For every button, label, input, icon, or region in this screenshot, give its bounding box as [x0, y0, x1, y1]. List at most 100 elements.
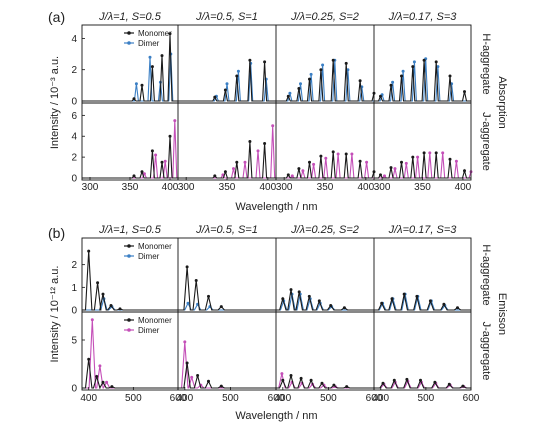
x-tick-b-c1-2: 600: [268, 393, 285, 404]
dimer-point-a-r1-c0-1: [154, 153, 158, 157]
dimer-point-a-r1-c1-1: [232, 167, 235, 171]
monomer-point-b-r1-c2-1: [289, 374, 293, 377]
monomer-point-b-r1-c2-6: [345, 385, 349, 389]
dimer-point-a-r1-c2-3: [324, 156, 328, 160]
monomer-point-a-r1-c0-2: [150, 149, 154, 153]
dimer-point-b-r1-c1-1: [190, 375, 194, 379]
monomer-point-a-r1-c3-6: [448, 157, 452, 161]
panel-label-a: (a): [48, 9, 65, 25]
monomer-point-a-r1-c0-1: [140, 170, 144, 174]
dimer-point-a-r0-c2-1: [299, 82, 302, 86]
monomer-point-a-r1-c1-1: [223, 170, 227, 174]
monomer-point-b-r1-c3-6: [461, 384, 465, 388]
right-label-a: Absorption: [496, 76, 508, 129]
y-tick-b-r1-1: 5: [71, 336, 77, 347]
x-tick-a-c1-1: 350: [219, 182, 236, 193]
dimer-point-b-r1-c2-0: [280, 372, 284, 376]
monomer-point-a-r1-c3-7: [463, 169, 466, 173]
x-tick-b-c3-1: 500: [418, 393, 435, 404]
monomer-point-a-r0-c2-4: [331, 58, 335, 62]
x-tick-b-c2-1: 500: [320, 393, 337, 404]
dimer-point-a-r0-c1-1: [225, 82, 229, 86]
monomer-point-b-r0-c2-3: [307, 294, 311, 298]
monomer-point-b-r1-c2-4: [320, 381, 324, 385]
monomer-point-a-r0-c3-0: [379, 94, 382, 98]
monomer-point-b-r1-c0-3: [110, 385, 114, 389]
dimer-point-a-r1-c3-4: [428, 151, 432, 155]
monomer-point-b-r0-c3-4: [428, 299, 432, 303]
monomer-point-a-r1-c1-0: [213, 174, 217, 178]
monomer-series-b-r1-c1: [178, 362, 276, 389]
x-tick-b-c2-2: 600: [366, 393, 383, 404]
x-tick-b-c1-1: 500: [222, 393, 239, 404]
x-tick-a-c2-0: 300: [276, 182, 293, 193]
column-title-a-1: J/λ=0.5, S=1: [195, 11, 258, 23]
monomer-point-a-r1-c3-1: [389, 166, 393, 170]
panel-frame-a: [81, 24, 472, 181]
monomer-point-a-r0-c2-5: [344, 61, 348, 65]
panel-label-b: (b): [48, 225, 65, 241]
monomer-point-b-r1-c3-5: [447, 382, 451, 386]
y-tick-b-r0-1: 1: [71, 283, 77, 294]
monomer-point-b-r0-c3-6: [456, 306, 459, 310]
monomer-point-b-r1-c2-5: [332, 383, 336, 387]
dimer-series-a-r1-c0: [82, 120, 178, 179]
dimer-point-b-r1-c0-2: [105, 380, 109, 384]
column-title-a-2: J/λ=0.25, S=2: [290, 11, 359, 23]
monomer-point-a-r0-c0-3: [160, 54, 164, 58]
legend-label-b-1-0: Monomer: [138, 316, 172, 325]
x-axis-title-b: Wavelength / nm: [235, 410, 317, 422]
dimer-point-a-r0-c2-0: [288, 91, 292, 95]
legend-marker-b-0-1: [127, 254, 131, 258]
dimer-point-a-r1-c2-4: [336, 152, 340, 156]
monomer-point-a-r1-c2-5: [344, 152, 348, 156]
monomer-point-a-r0-c0-0: [132, 97, 136, 101]
column-title-b-3: J/λ=0.17, S=3: [388, 224, 458, 236]
dimer-point-a-r1-c0-3: [173, 119, 177, 123]
column-title-b-0: J/λ=1, S=0.5: [98, 224, 162, 236]
monomer-point-a-r1-c2-3: [319, 154, 323, 158]
monomer-point-b-r0-c2-5: [329, 304, 333, 307]
monomer-series-a-r0-c1: [178, 60, 276, 102]
monomer-series-a-r1-c1: [178, 141, 276, 179]
monomer-point-a-r0-c2-2: [308, 77, 311, 81]
monomer-point-b-r1-c3-3: [419, 378, 422, 382]
legend-marker-b-1-1: [127, 328, 131, 332]
monomer-point-a-r0-c2-6: [358, 79, 362, 83]
dimer-point-a-r0-c0-0: [134, 82, 138, 86]
monomer-point-a-r0-c2-0: [286, 94, 290, 98]
row-label-b-0: H-aggregate: [480, 244, 492, 305]
dimer-series-a-r0-c1: [178, 63, 276, 102]
dimer-point-a-r0-c1-2: [236, 69, 240, 73]
monomer-point-a-r0-c3-2: [400, 74, 403, 78]
legend-marker-a-0-1: [127, 41, 131, 45]
monomer-point-b-r1-c1-2: [207, 379, 210, 383]
monomer-point-a-r1-c2-4: [331, 150, 335, 154]
y-tick-b-r0-2: 2: [71, 260, 77, 271]
dimer-point-a-r1-c2-2: [312, 162, 316, 166]
monomer-point-a-r1-c2-1: [297, 167, 301, 171]
column-title-a-3: J/λ=0.17, S=3: [388, 11, 458, 23]
row-label-a-1: J-aggregate: [480, 112, 492, 171]
column-title-b-2: J/λ=0.25, S=2: [290, 224, 359, 236]
monomer-point-a-r0-c1-3: [248, 58, 252, 62]
dimer-point-a-r0-c3-5: [436, 65, 440, 69]
dimer-point-a-r0-c0-1: [148, 55, 152, 59]
monomer-point-a-r0-c1-2: [235, 74, 239, 78]
column-title-a-0: J/λ=1, S=0.5: [98, 11, 162, 23]
x-tick-b-c3-0: 400: [372, 393, 389, 404]
monomer-point-b-r1-c2-2: [299, 376, 303, 380]
monomer-point-a-r1-c2-6: [358, 159, 362, 163]
monomer-series-a-r1-c3: [374, 152, 471, 179]
dimer-point-a-r1-c2-1: [301, 169, 305, 173]
monomer-series-a-r0-c2: [276, 60, 374, 102]
row-label-a-0: H-aggregate: [480, 33, 492, 94]
monomer-point-a-r1-c2-0: [286, 173, 290, 177]
legend-label-b-0-0: Monomer: [138, 242, 172, 251]
dimer-point-b-r1-c1-0: [183, 340, 187, 344]
dimer-point-a-r1-c1-2: [243, 160, 247, 164]
x-tick-a-c2-1: 350: [317, 182, 334, 193]
y-tick-a-r0-1: 2: [71, 65, 77, 76]
monomer-point-b-r1-c1-3: [219, 384, 223, 388]
